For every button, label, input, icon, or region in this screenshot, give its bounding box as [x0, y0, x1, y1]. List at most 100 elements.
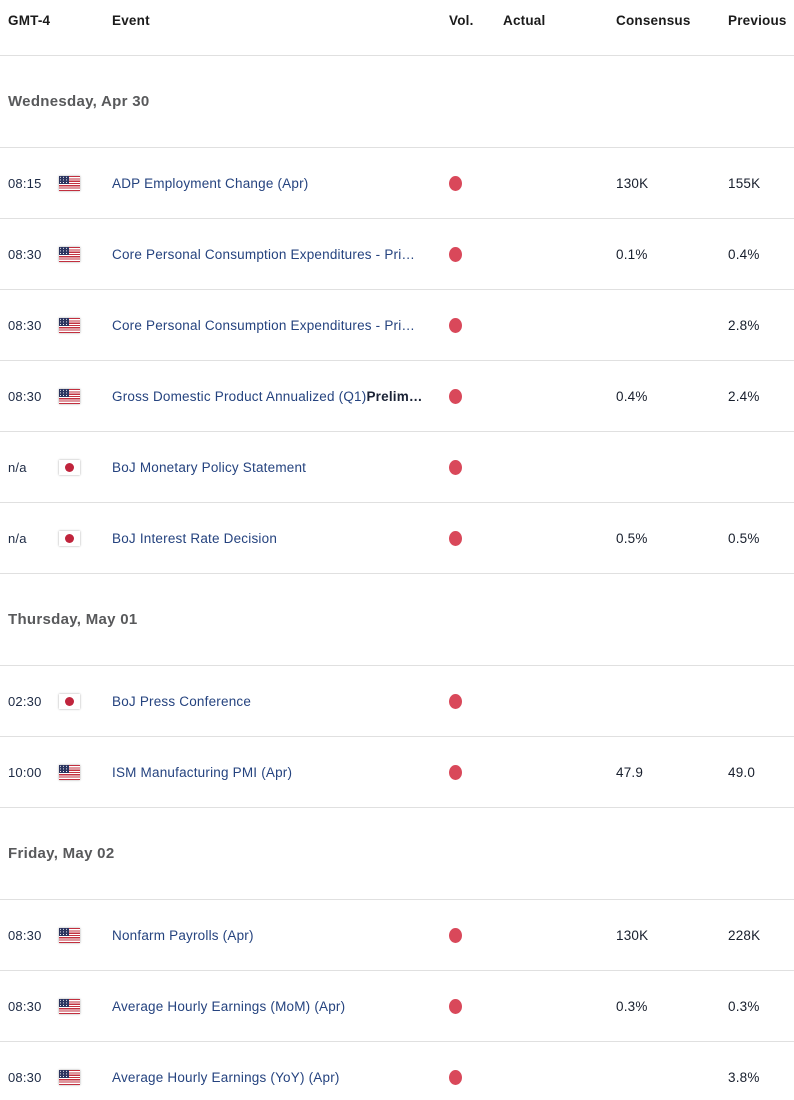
event-link[interactable]: ISM Manufacturing PMI (Apr) [112, 765, 449, 780]
us-flag-icon [59, 175, 80, 191]
event-title-bold-suffix: Prelim… [366, 388, 423, 404]
consensus-value: 0.3% [616, 998, 648, 1014]
event-time: 02:30 [8, 693, 42, 709]
event-row[interactable]: 08:30 Average Hourly Earnings (YoY) (Apr… [0, 1042, 794, 1100]
column-header-event: Event [112, 13, 150, 28]
column-header-gmt: GMT-4 [8, 13, 51, 28]
volatility-dot-icon [449, 764, 462, 780]
event-link[interactable]: ADP Employment Change (Apr) [112, 176, 449, 191]
event-title: Core Personal Consumption Expenditures -… [112, 317, 416, 333]
event-row[interactable]: 02:30 BoJ Press Conference [0, 666, 794, 737]
event-link[interactable]: Gross Domestic Product Annualized (Q1) P… [112, 389, 449, 404]
volatility-cell [449, 998, 503, 1014]
us-flag-icon [59, 998, 80, 1014]
country-flag-cell [51, 764, 112, 780]
event-time: 08:30 [8, 998, 42, 1014]
volatility-cell [449, 317, 503, 333]
consensus-value: 0.5% [616, 530, 648, 546]
date-section-header: Friday, May 02 [0, 808, 794, 900]
event-time: 08:15 [8, 175, 42, 191]
event-link[interactable]: Nonfarm Payrolls (Apr) [112, 928, 449, 943]
volatility-dot-icon [449, 693, 462, 709]
volatility-cell [449, 1069, 503, 1085]
event-row[interactable]: 08:30 Nonfarm Payrolls (Apr) 130K 228K [0, 900, 794, 971]
us-flag-icon [59, 246, 80, 262]
event-title: ISM Manufacturing PMI (Apr) [112, 764, 293, 780]
event-row[interactable]: 08:15 ADP Employment Change (Apr) 130K 1… [0, 148, 794, 219]
event-link[interactable]: Core Personal Consumption Expenditures -… [112, 318, 449, 333]
volatility-cell [449, 764, 503, 780]
event-time: 08:30 [8, 388, 42, 404]
event-title: Average Hourly Earnings (MoM) (Apr) [112, 998, 346, 1014]
volatility-dot-icon [449, 927, 462, 943]
previous-value: 3.8% [728, 1069, 760, 1085]
event-link[interactable]: Core Personal Consumption Expenditures -… [112, 247, 449, 262]
date-section-label: Thursday, May 01 [8, 611, 138, 628]
country-flag-cell [51, 927, 112, 943]
volatility-dot-icon [449, 317, 462, 333]
consensus-value: 130K [616, 927, 649, 943]
event-row[interactable]: 10:00 ISM Manufacturing PMI (Apr) 47.9 4… [0, 737, 794, 808]
country-flag-cell [51, 998, 112, 1014]
country-flag-cell [51, 246, 112, 262]
country-flag-cell [51, 175, 112, 191]
country-flag-cell [51, 693, 112, 709]
event-row[interactable]: 08:30 Gross Domestic Product Annualized … [0, 361, 794, 432]
consensus-value: 0.1% [616, 246, 648, 262]
volatility-dot-icon [449, 246, 462, 262]
volatility-dot-icon [449, 459, 462, 475]
event-time: 10:00 [8, 764, 42, 780]
volatility-dot-icon [449, 175, 462, 191]
japan-flag-icon [59, 459, 80, 475]
event-title: BoJ Interest Rate Decision [112, 530, 278, 546]
volatility-cell [449, 927, 503, 943]
country-flag-cell [51, 530, 112, 546]
event-title: Core Personal Consumption Expenditures -… [112, 246, 416, 262]
previous-value: 155K [728, 175, 761, 191]
country-flag-cell [51, 388, 112, 404]
country-flag-cell [51, 317, 112, 333]
event-link[interactable]: BoJ Interest Rate Decision [112, 531, 449, 546]
previous-value: 0.4% [728, 246, 760, 262]
previous-value: 0.3% [728, 998, 760, 1014]
japan-flag-icon [59, 530, 80, 546]
volatility-dot-icon [449, 530, 462, 546]
previous-value: 228K [728, 927, 761, 943]
us-flag-icon [59, 317, 80, 333]
event-link[interactable]: BoJ Press Conference [112, 694, 449, 709]
previous-value: 2.4% [728, 388, 760, 404]
column-header-vol: Vol. [449, 13, 474, 28]
event-time: 08:30 [8, 317, 42, 333]
event-time: n/a [8, 459, 27, 475]
event-link[interactable]: BoJ Monetary Policy Statement [112, 460, 449, 475]
event-link[interactable]: Average Hourly Earnings (MoM) (Apr) [112, 999, 449, 1014]
volatility-dot-icon [449, 388, 462, 404]
country-flag-cell [51, 459, 112, 475]
previous-value: 0.5% [728, 530, 760, 546]
consensus-value: 0.4% [616, 388, 648, 404]
table-header: GMT-4 Event Vol. Actual Consensus Previo… [0, 0, 794, 56]
volatility-dot-icon [449, 998, 462, 1014]
consensus-value: 130K [616, 175, 649, 191]
us-flag-icon [59, 1069, 80, 1085]
date-section-header: Wednesday, Apr 30 [0, 56, 794, 148]
event-row[interactable]: n/a BoJ Interest Rate Decision 0.5% 0.5% [0, 503, 794, 574]
table-body: Wednesday, Apr 30 08:15 ADP Employment C… [0, 56, 794, 1100]
volatility-cell [449, 246, 503, 262]
date-section-label: Friday, May 02 [8, 845, 115, 862]
event-time: 08:30 [8, 1069, 42, 1085]
event-title: BoJ Press Conference [112, 693, 252, 709]
event-link[interactable]: Average Hourly Earnings (YoY) (Apr) [112, 1070, 449, 1085]
japan-flag-icon [59, 693, 80, 709]
event-row[interactable]: 08:30 Average Hourly Earnings (MoM) (Apr… [0, 971, 794, 1042]
column-header-actual: Actual [503, 13, 546, 28]
date-section-header: Thursday, May 01 [0, 574, 794, 666]
event-title: Gross Domestic Product Annualized (Q1) [112, 388, 367, 404]
previous-value: 49.0 [728, 764, 756, 780]
event-title: Nonfarm Payrolls (Apr) [112, 927, 254, 943]
volatility-cell [449, 388, 503, 404]
event-row[interactable]: 08:30 Core Personal Consumption Expendit… [0, 219, 794, 290]
event-row[interactable]: 08:30 Core Personal Consumption Expendit… [0, 290, 794, 361]
event-row[interactable]: n/a BoJ Monetary Policy Statement [0, 432, 794, 503]
date-section-label: Wednesday, Apr 30 [8, 93, 150, 110]
